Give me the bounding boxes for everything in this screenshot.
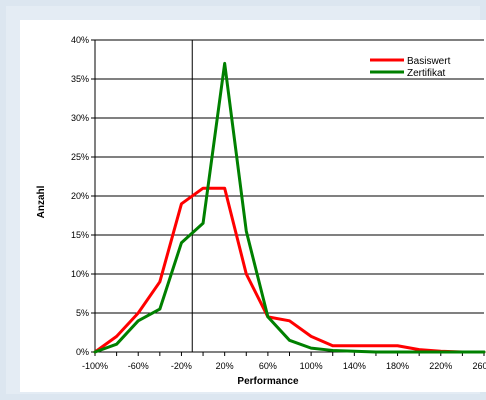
y-tick-label: 30% bbox=[71, 113, 89, 123]
legend-label-basiswert: Basiswert bbox=[407, 56, 451, 67]
y-tick-label: 35% bbox=[71, 74, 89, 84]
x-axis-title: Performance bbox=[237, 376, 299, 387]
x-tick-label: 20% bbox=[216, 361, 234, 371]
legend-label-zertifikat: Zertifikat bbox=[407, 68, 446, 79]
x-tick-label: 100% bbox=[300, 361, 323, 371]
x-tick-label: 140% bbox=[343, 361, 366, 371]
y-tick-label: 10% bbox=[71, 269, 89, 279]
chart-area: 0% 5% 10% 15% 20% 25% 30% 35% 40% -100% -60% -20% 20… bbox=[20, 20, 486, 392]
grid-layer bbox=[95, 39, 484, 353]
x-tick-label: 60% bbox=[259, 361, 277, 371]
x-tick-label: -60% bbox=[128, 361, 149, 371]
x-tick-label: 260% bbox=[472, 361, 486, 371]
y-tick-label: 20% bbox=[71, 191, 89, 201]
y-tick-label: 5% bbox=[76, 308, 89, 318]
series-line-zertifikat bbox=[93, 61, 486, 354]
label-layer: 0% 5% 10% 15% 20% 25% 30% 35% 40% -100% -60% -20% 20… bbox=[71, 35, 486, 371]
y-axis-title: Anzahl bbox=[36, 185, 47, 218]
y-tick-label: 25% bbox=[71, 152, 89, 162]
y-tick-label: 40% bbox=[71, 35, 89, 45]
y-tick-label: 0% bbox=[76, 347, 89, 357]
x-tick-label: -100% bbox=[82, 361, 108, 371]
x-tick-label: -20% bbox=[171, 361, 192, 371]
performance-chart: 0% 5% 10% 15% 20% 25% 30% 35% 40% -100% -60% -20% 20… bbox=[36, 35, 486, 387]
series-layer bbox=[93, 61, 486, 354]
axis-layer bbox=[91, 39, 485, 356]
series-line-basiswert bbox=[93, 186, 486, 354]
y-tick-label: 15% bbox=[71, 230, 89, 240]
chart-frame: 0% 5% 10% 15% 20% 25% 30% 35% 40% -100% -60% -20% 20… bbox=[6, 6, 486, 394]
x-tick-label: 220% bbox=[429, 361, 452, 371]
x-tick-label: 180% bbox=[386, 361, 409, 371]
